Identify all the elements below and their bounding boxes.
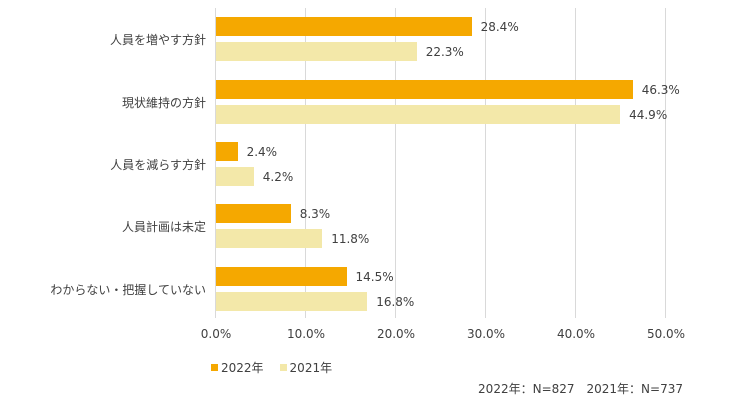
- bar-2021: [216, 229, 323, 248]
- legend-item: 2021年: [279, 359, 333, 376]
- bar-2021: [216, 105, 621, 124]
- data-label: 44.9%: [629, 108, 668, 122]
- data-label: 4.2%: [262, 170, 294, 184]
- category-label: 人員を増やす方針: [109, 33, 206, 47]
- legend-swatch-icon: [211, 364, 218, 371]
- x-tick-label: 0.0%: [200, 327, 232, 341]
- bar-2022: [216, 204, 291, 223]
- gridline: [665, 8, 666, 318]
- gridline: [485, 8, 486, 318]
- bar-2021: [216, 167, 254, 186]
- data-label: 8.3%: [299, 207, 331, 221]
- category-label: 人員を減らす方針: [110, 158, 206, 172]
- bar-2022: [216, 142, 238, 161]
- data-label: 2.4%: [246, 145, 278, 159]
- data-label: 28.4%: [480, 20, 519, 34]
- legend: 2022年 2021年: [211, 359, 332, 376]
- gridline: [215, 8, 216, 318]
- x-tick-label: 10.0%: [286, 327, 326, 341]
- data-label: 14.5%: [355, 270, 394, 284]
- category-label: 人員計画は未定: [121, 220, 206, 234]
- legend-item: 2022年: [211, 359, 264, 376]
- sample-size-note: 2022年：N=827 2021年：N=737: [478, 382, 683, 396]
- legend-label: 2022年: [221, 361, 264, 375]
- category-label: 現状維持の方針: [121, 96, 206, 110]
- legend-label: 2021年: [289, 361, 333, 375]
- data-label: 22.3%: [425, 45, 464, 59]
- category-label: わからない・把握していない: [50, 283, 206, 297]
- x-tick-label: 50.0%: [646, 327, 686, 341]
- gridline: [305, 8, 306, 318]
- bar-2021: [216, 292, 368, 311]
- gridline: [575, 8, 576, 318]
- bar-2022: [216, 17, 472, 36]
- x-tick-label: 30.0%: [466, 327, 506, 341]
- x-tick-label: 40.0%: [556, 327, 596, 341]
- bar-2021: [216, 42, 417, 61]
- data-label: 11.8%: [331, 232, 370, 246]
- data-label: 46.3%: [641, 83, 680, 97]
- gridline: [395, 8, 396, 318]
- data-label: 16.8%: [376, 295, 415, 309]
- x-tick-label: 20.0%: [376, 327, 416, 341]
- bar-2022: [216, 267, 347, 286]
- bar-2022: [216, 80, 633, 99]
- legend-swatch-icon: [279, 364, 287, 371]
